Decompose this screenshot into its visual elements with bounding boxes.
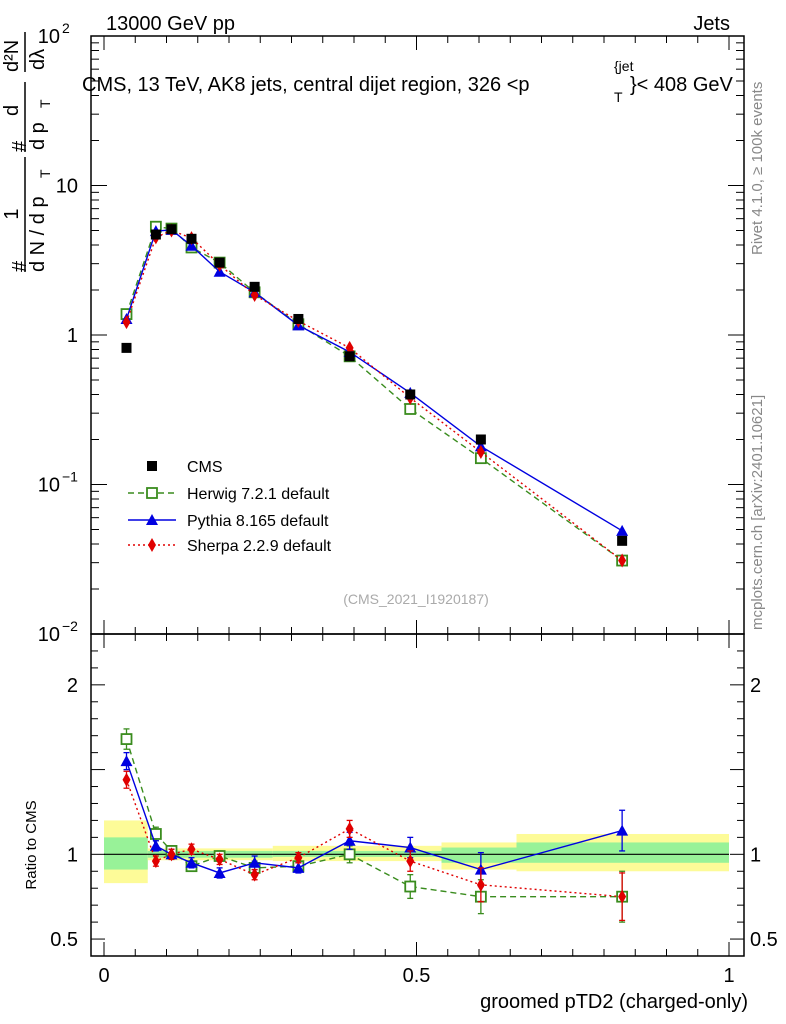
chart-title-sup: {jet — [614, 58, 634, 74]
y-tick-label: 10 — [38, 475, 60, 497]
data-point-cms — [617, 535, 628, 546]
ratio-point-pythia — [213, 866, 226, 878]
ratio-point-sherpa — [250, 867, 259, 882]
ratio-point-pythia — [120, 755, 133, 767]
ratio-point-herwig — [343, 848, 356, 861]
y-tick-label: 10 — [38, 26, 60, 48]
legend-label-cms: CMS — [187, 459, 223, 476]
ratio-point-pythia — [185, 856, 198, 868]
chart-title-sub: T — [614, 89, 623, 105]
ylabel-d-top: d — [1, 105, 23, 116]
x-axis-label: groomed pTD2 (charged-only) — [480, 991, 748, 1013]
legend-label-herwig: Herwig 7.2.1 default — [187, 486, 330, 503]
energy-label: 13000 GeV pp — [106, 13, 235, 35]
x-tick-label: 0.5 — [403, 965, 431, 987]
x-tick-label: 0 — [98, 965, 109, 987]
chart-title-end: }< 408 GeV — [630, 74, 734, 96]
y-tick-label: 10 — [38, 624, 60, 646]
data-point-pythia — [616, 524, 629, 536]
legend-label-sherpa: Sherpa 2.2.9 default — [187, 538, 332, 555]
y-tick-label-exponent: 2 — [62, 20, 70, 36]
ratio-point-sherpa — [215, 852, 224, 867]
rivet-label: Rivet 4.1.0, ≥ 100k events — [749, 82, 766, 255]
y-tick-label-exponent: −2 — [62, 618, 78, 634]
mcplots-label: mcplots.cern.ch [arXiv:2401.10621] — [749, 395, 766, 630]
ratio-point-sherpa — [406, 854, 415, 869]
data-point-cms — [166, 224, 177, 235]
legend-marker-herwig — [146, 487, 158, 499]
legend-marker-sherpa — [148, 538, 156, 552]
ratio-point-sherpa — [151, 854, 160, 869]
data-point-herwig — [404, 403, 417, 415]
ratio-y-axis-label: Ratio to CMS — [23, 800, 40, 889]
ratio-line-sherpa — [125, 779, 623, 898]
data-point-sherpa — [476, 444, 485, 459]
ratio-point-sherpa — [476, 877, 485, 892]
data-point-cms — [121, 342, 132, 353]
process-label: Jets — [693, 13, 730, 35]
ratio-frame — [90, 633, 745, 957]
data-point-cms — [344, 351, 355, 362]
x-tick-label: 1 — [723, 965, 734, 987]
data-point-cms — [150, 229, 161, 240]
ratio-point-herwig — [149, 828, 162, 840]
ratio-y-tick-label-right: 0.5 — [750, 929, 778, 951]
ratio-point-pythia — [149, 839, 162, 851]
ylabel-frac-bot-sub: T — [37, 169, 53, 178]
ratio-point-sherpa — [187, 842, 196, 857]
legend-marker-cms — [147, 461, 157, 471]
y-tick-label: 10 — [56, 176, 78, 198]
series-line-herwig — [125, 225, 623, 562]
ratio-point-sherpa — [122, 772, 131, 787]
ratio-point-sherpa — [345, 821, 354, 836]
legend-label-pythia: Pythia 8.165 default — [187, 513, 329, 530]
ylabel-d2n: d²N — [1, 40, 23, 72]
uncertainty-band-inner — [516, 842, 729, 863]
data-point-cms — [475, 434, 486, 445]
data-point-sherpa — [122, 315, 131, 330]
ratio-point-pythia — [404, 841, 417, 853]
ratio-point-sherpa — [294, 850, 303, 865]
ratio-y-tick-label-right: 2 — [750, 675, 761, 697]
ratio-point-sherpa — [618, 889, 627, 904]
ylabel-d-bot: d p — [27, 122, 49, 150]
data-point-cms — [214, 257, 225, 268]
uncertainty-band-inner — [104, 837, 148, 870]
y-tick-label-exponent: −1 — [62, 469, 78, 485]
legend: CMS Herwig 7.2.1 default Pythia 8.165 de… — [187, 459, 332, 555]
ratio-y-tick-label-left: 2 — [67, 675, 78, 697]
ratio-y-tick-label-left: 0.5 — [50, 929, 78, 951]
ratio-point-pythia — [292, 861, 305, 873]
y-tick-label: 1 — [67, 325, 78, 347]
main-y-axis-label: # 1 d N / d p T # d d p T d²N dλ — [1, 32, 53, 272]
ratio-point-herwig — [120, 733, 133, 745]
ylabel-frac-top: 1 — [1, 208, 23, 219]
ratio-y-tick-label-left: 1 — [67, 844, 78, 866]
ratio-point-sherpa — [167, 847, 176, 862]
series-line-sherpa — [125, 229, 623, 562]
data-point-cms — [405, 389, 416, 400]
chart-title: CMS, 13 TeV, AK8 jets, central dijet reg… — [82, 58, 734, 105]
uncertainty-band-inner — [441, 847, 517, 863]
ratio-line-herwig — [125, 738, 623, 898]
ylabel-frac-bot: d N / d p — [27, 196, 49, 272]
ylabel-d-bot-sub: T — [37, 99, 53, 108]
chart-title-main: CMS, 13 TeV, AK8 jets, central dijet reg… — [82, 74, 530, 96]
data-point-cms — [186, 233, 197, 244]
analysis-watermark: (CMS_2021_I1920187) — [343, 591, 489, 607]
ratio-point-pythia — [343, 834, 356, 846]
ratio-point-pythia — [616, 824, 629, 836]
legend-marker-pythia — [146, 514, 158, 525]
ratio-y-tick-label-right: 1 — [750, 844, 761, 866]
ylabel-dlambda: dλ — [27, 49, 49, 70]
data-point-cms — [249, 281, 260, 292]
data-point-sherpa — [618, 553, 627, 568]
data-point-cms — [293, 313, 304, 324]
data-point-pythia — [185, 239, 198, 251]
ratio-point-herwig — [404, 880, 417, 893]
ratio-point-pythia — [248, 856, 261, 868]
